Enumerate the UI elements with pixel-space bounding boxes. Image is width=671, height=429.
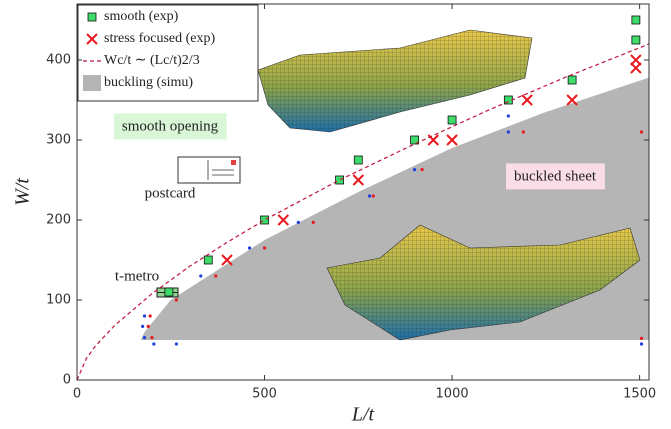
dot-marker <box>297 221 300 224</box>
y-tick-label: 200 <box>46 213 71 228</box>
postcard-icon <box>178 157 240 183</box>
x-tick-label: 1000 <box>436 387 469 402</box>
dot-marker <box>413 168 416 171</box>
dot-marker <box>522 130 525 133</box>
x-marker <box>353 175 363 185</box>
dot-marker <box>507 130 510 133</box>
dot-marker <box>507 114 510 117</box>
dot-marker <box>368 194 371 197</box>
x-axis-label: L/t <box>351 404 375 426</box>
y-tick-label: 400 <box>46 53 71 68</box>
dot-marker <box>141 325 144 328</box>
square-marker <box>632 36 640 44</box>
legend-swatch <box>83 75 101 91</box>
square-marker <box>354 156 362 164</box>
surface-top <box>258 30 532 132</box>
dot-marker <box>149 314 152 317</box>
dot-marker <box>175 298 178 301</box>
annotation: t-metro <box>115 268 159 284</box>
dot-marker <box>640 342 643 345</box>
dot-marker <box>372 194 375 197</box>
legend-label: stress focused (exp) <box>104 31 216 46</box>
dot-marker <box>263 246 266 249</box>
legend-label: smooth (exp) <box>104 9 179 24</box>
y-axis-label: W/t <box>12 178 34 206</box>
dot-marker <box>175 342 178 345</box>
x-tick-label: 0 <box>73 387 81 402</box>
dot-marker <box>199 274 202 277</box>
legend-label: buckling (simu) <box>104 75 193 90</box>
dot-marker <box>312 221 315 224</box>
x-tick-label: 1500 <box>623 387 656 402</box>
dot-marker <box>640 337 643 340</box>
y-tick-label: 0 <box>63 373 71 388</box>
x-marker <box>447 135 457 145</box>
dot-marker <box>640 130 643 133</box>
legend-marker <box>88 13 96 21</box>
square-marker <box>632 16 640 24</box>
x-marker <box>522 95 532 105</box>
y-tick-label: 300 <box>46 133 71 148</box>
dot-marker <box>248 246 251 249</box>
dot-marker <box>420 168 423 171</box>
y-tick-label: 100 <box>46 293 71 308</box>
dot-marker <box>143 336 146 339</box>
annotation: buckled sheet <box>514 168 597 184</box>
square-marker <box>568 76 576 84</box>
dot-marker <box>143 314 146 317</box>
dot-marker <box>214 274 217 277</box>
x-tick-label: 500 <box>252 387 277 402</box>
x-marker <box>222 255 232 265</box>
x-marker <box>631 63 641 73</box>
dot-marker <box>152 342 155 345</box>
dot-marker <box>147 325 150 328</box>
x-marker <box>278 215 288 225</box>
legend: smooth (exp) stress focused (exp) Wc/t ∼ (… <box>78 5 258 101</box>
square-marker <box>336 176 344 184</box>
legend-label: Wc/t ∼ (Lc/t)2/3 <box>104 53 200 68</box>
square-marker <box>204 256 212 264</box>
square-marker <box>165 288 173 296</box>
annotation: smooth opening <box>122 118 219 134</box>
dot-marker <box>150 336 153 339</box>
chart: L/t W/t smooth (exp) stress focused (exp)… <box>0 0 671 429</box>
annotation: postcard <box>145 185 196 201</box>
square-marker <box>261 216 269 224</box>
square-marker <box>448 116 456 124</box>
